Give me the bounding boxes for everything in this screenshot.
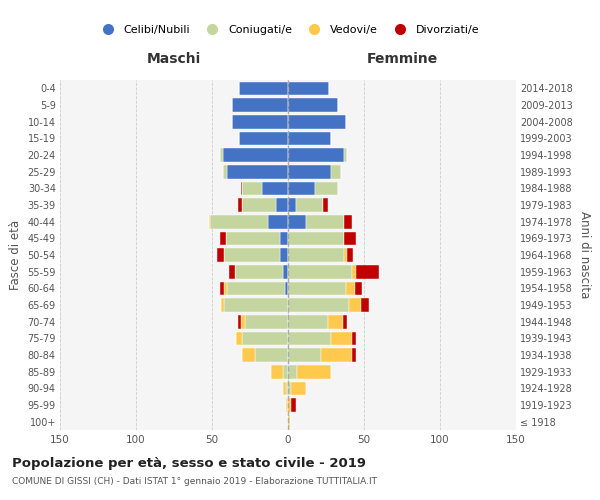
Bar [288, 282, 346, 295]
Bar [346, 282, 355, 295]
Bar [285, 282, 288, 295]
Bar [288, 82, 329, 95]
Bar [322, 348, 352, 362]
Bar [288, 148, 344, 162]
Bar [288, 165, 331, 178]
Bar [224, 248, 280, 262]
Bar [268, 215, 288, 228]
Bar [286, 382, 288, 395]
Bar [283, 382, 286, 395]
Bar [217, 248, 224, 262]
Bar [254, 348, 288, 362]
Bar [343, 315, 347, 328]
Bar [288, 182, 316, 195]
Bar [288, 198, 296, 212]
Bar [242, 332, 288, 345]
Bar [221, 298, 224, 312]
Bar [229, 265, 235, 278]
Legend: Celibi/Nubili, Coniugati/e, Vedovi/e, Divorziati/e: Celibi/Nubili, Coniugati/e, Vedovi/e, Di… [92, 20, 484, 40]
Bar [276, 198, 288, 212]
Bar [271, 365, 283, 378]
Bar [232, 98, 288, 112]
Bar [291, 398, 296, 412]
Text: Femmine: Femmine [367, 52, 437, 66]
Bar [220, 232, 226, 245]
Bar [226, 232, 280, 245]
Bar [280, 232, 288, 245]
Bar [220, 282, 224, 295]
Bar [323, 198, 328, 212]
Bar [296, 198, 323, 212]
Bar [344, 248, 347, 262]
Bar [242, 198, 276, 212]
Bar [297, 365, 331, 378]
Bar [288, 382, 291, 395]
Bar [316, 182, 338, 195]
Bar [288, 115, 346, 128]
Bar [344, 232, 356, 245]
Bar [306, 215, 344, 228]
Bar [288, 298, 349, 312]
Bar [239, 82, 288, 95]
Bar [238, 315, 241, 328]
Bar [328, 315, 343, 328]
Text: Maschi: Maschi [147, 52, 201, 66]
Bar [288, 315, 328, 328]
Bar [220, 148, 223, 162]
Bar [245, 315, 288, 328]
Bar [239, 132, 288, 145]
Bar [361, 298, 368, 312]
Bar [224, 282, 227, 295]
Text: Popolazione per età, sesso e stato civile - 2019: Popolazione per età, sesso e stato civil… [12, 458, 366, 470]
Bar [283, 365, 288, 378]
Bar [236, 332, 242, 345]
Bar [288, 248, 344, 262]
Bar [242, 182, 262, 195]
Bar [223, 165, 227, 178]
Bar [352, 348, 356, 362]
Bar [288, 215, 306, 228]
Bar [352, 265, 356, 278]
Bar [286, 398, 288, 412]
Text: COMUNE DI GISSI (CH) - Dati ISTAT 1° gennaio 2019 - Elaborazione TUTTITALIA.IT: COMUNE DI GISSI (CH) - Dati ISTAT 1° gen… [12, 478, 377, 486]
Bar [232, 115, 288, 128]
Bar [223, 148, 288, 162]
Bar [224, 298, 288, 312]
Y-axis label: Anni di nascita: Anni di nascita [578, 212, 592, 298]
Bar [291, 382, 306, 395]
Bar [355, 282, 362, 295]
Bar [241, 182, 242, 195]
Bar [331, 332, 352, 345]
Bar [238, 198, 242, 212]
Bar [283, 265, 288, 278]
Bar [288, 98, 338, 112]
Bar [280, 248, 288, 262]
Bar [227, 282, 285, 295]
Y-axis label: Fasce di età: Fasce di età [9, 220, 22, 290]
Bar [349, 298, 361, 312]
Bar [347, 248, 353, 262]
Bar [344, 148, 347, 162]
Bar [356, 265, 379, 278]
Bar [227, 165, 288, 178]
Bar [241, 315, 245, 328]
Bar [331, 165, 341, 178]
Bar [288, 265, 352, 278]
Bar [288, 132, 331, 145]
Bar [288, 232, 344, 245]
Bar [288, 415, 290, 428]
Bar [242, 348, 254, 362]
Bar [288, 332, 331, 345]
Bar [262, 182, 288, 195]
Bar [352, 332, 356, 345]
Bar [288, 398, 291, 412]
Bar [235, 265, 283, 278]
Bar [288, 348, 322, 362]
Bar [344, 215, 352, 228]
Bar [211, 215, 268, 228]
Bar [288, 365, 297, 378]
Bar [209, 215, 211, 228]
